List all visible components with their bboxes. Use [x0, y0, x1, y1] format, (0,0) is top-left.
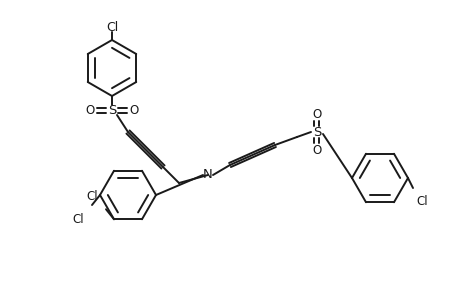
Text: O: O	[85, 103, 95, 116]
Text: Cl: Cl	[72, 213, 84, 226]
Text: O: O	[312, 143, 321, 157]
Text: Cl: Cl	[86, 190, 98, 203]
Text: O: O	[129, 103, 138, 116]
Text: N: N	[203, 169, 213, 182]
Text: S: S	[107, 103, 116, 116]
Text: Cl: Cl	[106, 20, 118, 34]
Text: Cl: Cl	[415, 195, 427, 208]
Text: S: S	[312, 125, 320, 139]
Text: O: O	[312, 107, 321, 121]
